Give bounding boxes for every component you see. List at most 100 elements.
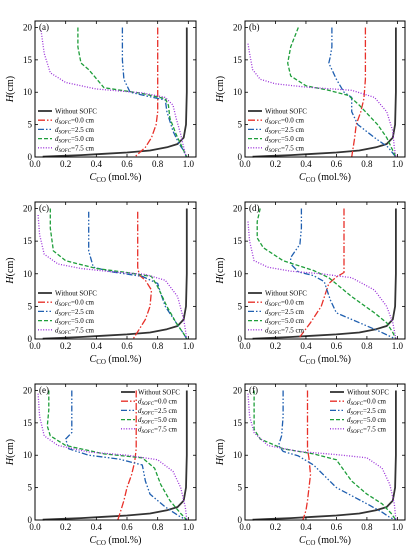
y-axis-label-unit: (cm) — [215, 76, 226, 95]
legend-entry-5: dSOFC=7.5 cm — [265, 326, 305, 336]
legend-symbol: d — [138, 398, 142, 406]
x-tick-label: 0.2 — [270, 522, 281, 532]
x-axis-label: CCO (mol.%) — [90, 354, 142, 366]
legend-suffix: =0.0 cm — [154, 398, 178, 406]
x-tick-label: 0.4 — [91, 522, 103, 532]
legend-entry-3: dSOFC=2.5 cm — [265, 308, 305, 318]
y-tick-label: 5 — [238, 120, 243, 130]
legend-entry-4: dSOFC=5.0 cm — [347, 416, 387, 426]
legend-subscript: SOFC — [269, 140, 282, 145]
legend-suffix: =2.5 cm — [281, 308, 305, 316]
legend-entry-1: Without SOFC — [55, 290, 97, 298]
legend-subscript: SOFC — [59, 149, 72, 154]
y-tick-label: 10 — [233, 269, 243, 279]
x-tick-label: 0.2 — [60, 341, 71, 351]
series-line-4 — [287, 27, 397, 158]
panel-3: 0.0 0.2 0.4 0.6 0.8 1.0 0 5 10 15 20 (c) CCO (mol.%)… — [5, 201, 197, 366]
y-tick-label: 10 — [23, 269, 33, 279]
legend-symbol: d — [55, 117, 59, 125]
plot-frame — [34, 201, 197, 340]
legend-symbol: d — [265, 317, 269, 325]
x-tick-label: 0.6 — [331, 522, 343, 532]
y-axis-label-symbol: H — [5, 457, 16, 466]
series-line-1 — [252, 208, 397, 340]
legend-subscript: SOFC — [351, 402, 364, 407]
legend-subscript: SOFC — [269, 322, 282, 327]
panel-label: (d) — [249, 203, 260, 213]
x-tick-label: 0.0 — [239, 159, 251, 169]
x-axis-label-unit: (mol.%) — [106, 535, 142, 546]
y-tick-label: 15 — [23, 236, 33, 246]
y-axis-label-unit: (cm) — [5, 76, 16, 95]
y-axis-label-symbol: H — [5, 276, 16, 285]
x-tick-label: 0.6 — [331, 341, 343, 351]
legend-symbol: d — [138, 407, 142, 415]
legend-entry-5: dSOFC=7.5 cm — [265, 144, 305, 154]
x-tick-label: 1.0 — [392, 159, 404, 169]
legend-symbol: d — [265, 135, 269, 143]
legend-symbol: d — [347, 407, 351, 415]
y-tick-label: 5 — [238, 301, 243, 311]
x-axis-label: CCO (mol.%) — [90, 535, 142, 547]
y-tick-label: 20 — [23, 22, 33, 32]
series-line-3 — [290, 208, 397, 340]
x-tick-label: 0.0 — [29, 341, 41, 351]
x-axis-label: CCO (mol.%) — [90, 172, 142, 184]
legend-subscript: SOFC — [269, 130, 282, 135]
legend-symbol: d — [347, 425, 351, 433]
y-tick-label: 15 — [23, 418, 33, 428]
legend-symbol: d — [55, 317, 59, 325]
series-line-1 — [252, 27, 397, 158]
x-tick-label: 1.0 — [392, 522, 404, 532]
y-tick-label: 10 — [233, 450, 243, 460]
x-axis-label-unit: (mol.%) — [315, 535, 351, 546]
legend-entry-3: dSOFC=2.5 cm — [55, 308, 95, 318]
y-axis-label-symbol: H — [215, 94, 226, 103]
series-line-5 — [247, 393, 397, 521]
series-line-4 — [256, 208, 397, 340]
series-line-2 — [351, 27, 367, 158]
legend-symbol: d — [265, 308, 269, 316]
series-line-2 — [134, 27, 159, 158]
legend-suffix: =7.5 cm — [281, 144, 305, 152]
legend-entry-1: Without SOFC — [265, 108, 307, 116]
y-tick-label: 0 — [28, 515, 33, 525]
legend-entry-2: dSOFC=0.0 cm — [55, 299, 95, 309]
legend-entry-4: dSOFC=5.0 cm — [55, 317, 95, 327]
x-tick-label: 0.0 — [239, 341, 251, 351]
x-tick-label: 0.2 — [60, 159, 71, 169]
x-tick-label: 0.6 — [331, 159, 343, 169]
legend-suffix: =5.0 cm — [71, 317, 95, 325]
legend-symbol: d — [55, 299, 59, 307]
x-axis-label-subscript: CO — [306, 176, 316, 184]
legend-entry-4: dSOFC=5.0 cm — [265, 135, 305, 145]
series-line-1 — [42, 390, 188, 521]
legend-suffix: =2.5 cm — [154, 407, 178, 415]
legend-subscript: SOFC — [269, 303, 282, 308]
series-line-3 — [277, 390, 397, 521]
legend-entry-2: dSOFC=0.0 cm — [265, 299, 305, 309]
legend-suffix: =5.0 cm — [281, 135, 305, 143]
legend-entry-3: dSOFC=2.5 cm — [347, 407, 387, 417]
legend-subscript: SOFC — [269, 149, 282, 154]
panel-label: (c) — [39, 203, 49, 213]
legend-subscript: SOFC — [142, 421, 155, 426]
x-axis-label-unit: (mol.%) — [106, 172, 142, 183]
plot-frame — [34, 20, 197, 158]
y-axis-label: H(cm) — [5, 257, 16, 284]
y-axis-label: H(cm) — [215, 257, 226, 284]
legend-entry-2: dSOFC=0.0 cm — [265, 117, 305, 127]
panel-label: (f) — [249, 385, 258, 395]
legend-suffix: =5.0 cm — [281, 317, 305, 325]
legend-entry-2: dSOFC=0.0 cm — [55, 117, 95, 127]
y-tick-label: 15 — [233, 55, 243, 65]
series-line-3 — [328, 27, 397, 158]
legend-symbol: d — [347, 416, 351, 424]
y-tick-label: 0 — [28, 334, 33, 344]
x-tick-label: 0.2 — [270, 159, 281, 169]
plot-frame — [244, 383, 406, 521]
y-axis-label-symbol: H — [215, 457, 226, 466]
legend-subscript: SOFC — [59, 140, 72, 145]
